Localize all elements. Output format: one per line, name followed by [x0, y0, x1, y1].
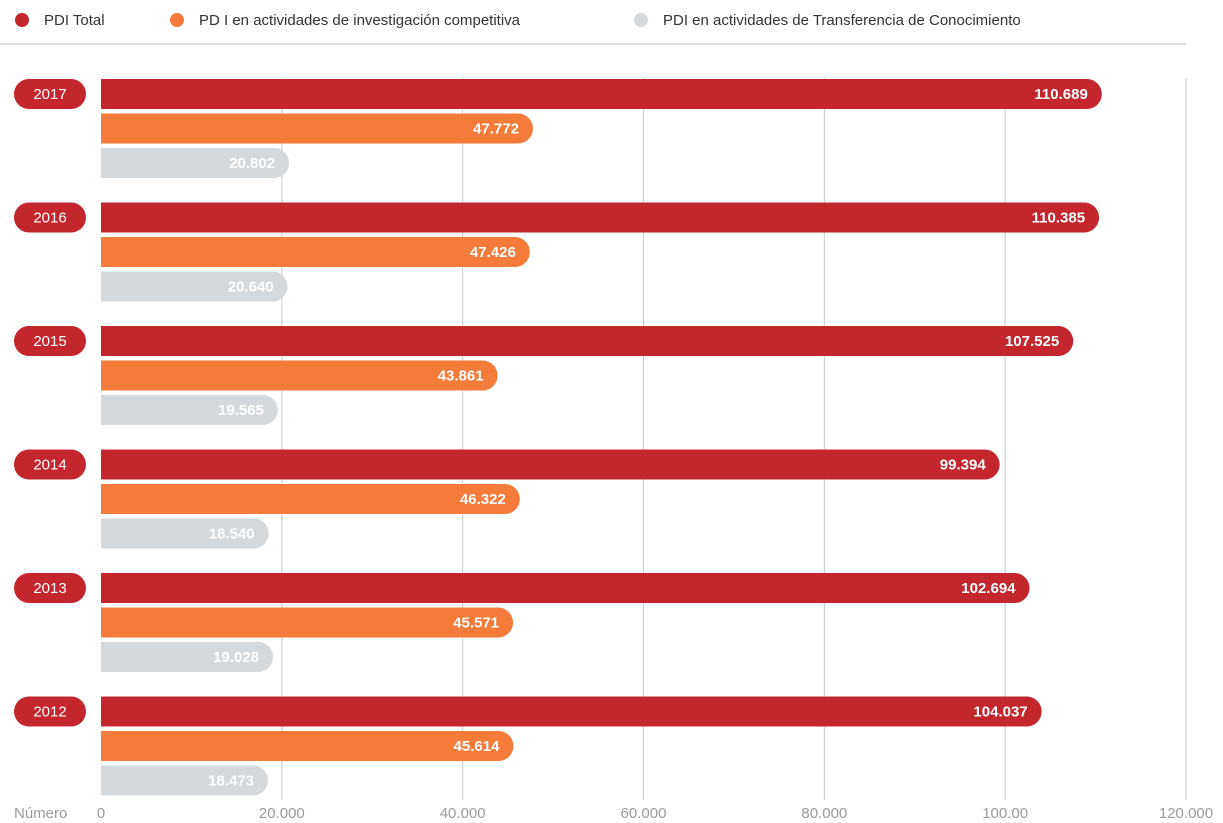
bar [101, 642, 274, 672]
bar [101, 360, 498, 391]
x-tick-label: 40.000 [440, 805, 486, 822]
legend-swatch [634, 13, 648, 27]
x-axis-label: Número [14, 805, 67, 822]
y-tick-label: 2014 [33, 456, 66, 473]
x-tick-label: 60.000 [621, 805, 667, 822]
legend-label: PDI Total [44, 12, 105, 29]
bar [101, 518, 269, 549]
bar [101, 449, 1000, 480]
year-pill [14, 573, 86, 603]
bar [101, 113, 533, 144]
y-tick-label: 2016 [33, 209, 66, 226]
value-label: 43.861 [438, 367, 484, 384]
value-label: 19.565 [218, 402, 264, 419]
x-tick-label: 100.00 [982, 805, 1028, 822]
bar [101, 573, 1030, 603]
value-label: 104.037 [973, 703, 1027, 720]
legend-label: PDI en actividades de Transferencia de C… [663, 12, 1021, 29]
bar [101, 731, 514, 761]
value-label: 110.689 [1034, 86, 1087, 103]
value-label: 45.571 [453, 614, 499, 631]
bar [101, 765, 269, 796]
legend-swatch [15, 13, 29, 27]
value-label: 99.394 [940, 456, 987, 473]
year-pill [14, 449, 86, 480]
x-tick-label: 120.000 [1159, 805, 1213, 822]
value-label: 110.385 [1032, 209, 1085, 226]
bar [101, 148, 290, 178]
value-label: 46.322 [460, 491, 506, 508]
y-tick-label: 2013 [33, 580, 66, 597]
year-pill [14, 202, 86, 233]
bar [101, 484, 520, 514]
value-label: 45.614 [454, 738, 501, 755]
bar [101, 607, 514, 638]
bar [101, 395, 278, 425]
bar [101, 271, 288, 302]
y-tick-label: 2015 [33, 333, 66, 350]
legend-swatch [170, 13, 184, 27]
value-label: 18.473 [208, 772, 254, 789]
legend-label: PD I en actividades de investigación com… [199, 12, 521, 29]
bar [101, 696, 1042, 727]
bar [101, 237, 530, 267]
year-pill [14, 696, 86, 727]
year-pill [14, 79, 86, 109]
x-tick-label: 80.000 [801, 805, 847, 822]
bar [101, 326, 1074, 356]
value-label: 20.640 [228, 278, 274, 295]
value-label: 19.028 [213, 649, 259, 666]
year-pill [14, 326, 86, 356]
bar [101, 202, 1100, 233]
y-tick-label: 2017 [33, 86, 66, 103]
value-label: 107.525 [1005, 333, 1059, 350]
value-label: 18.540 [209, 525, 255, 542]
bar [101, 79, 1102, 109]
value-label: 102.694 [961, 580, 1016, 597]
x-tick-label: 0 [97, 805, 105, 822]
value-label: 20.802 [229, 155, 275, 172]
value-label: 47.772 [473, 120, 519, 137]
x-tick-label: 20.000 [259, 805, 305, 822]
value-label: 47.426 [470, 244, 516, 261]
y-tick-label: 2012 [33, 703, 66, 720]
